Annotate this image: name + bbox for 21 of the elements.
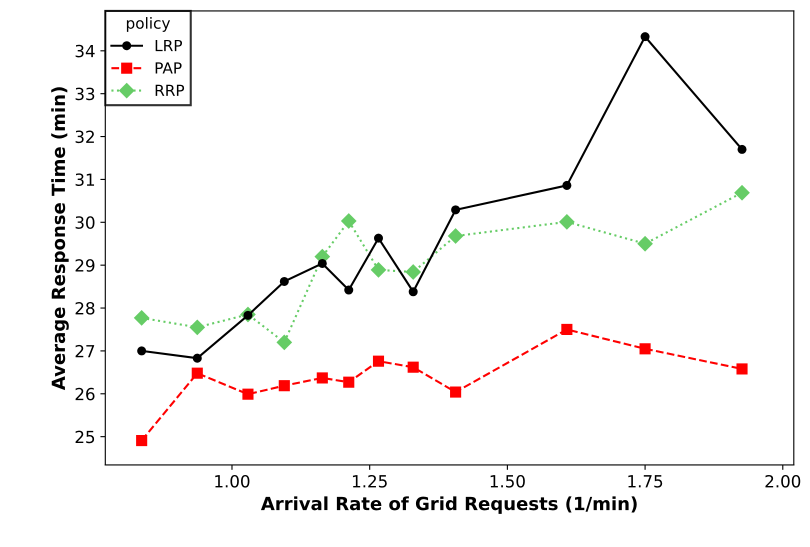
- y-tick-label: 33: [76, 88, 94, 100]
- y-tick-label: 26: [76, 388, 95, 400]
- y-axis-title: Average Response Time (min): [51, 87, 69, 390]
- x-tick-label: 1.25: [352, 474, 387, 488]
- y-tick-label: 25: [76, 430, 94, 444]
- y-tick-label: 34: [76, 44, 95, 58]
- y-tick-label: 31: [76, 173, 94, 186]
- y-tick-label: 27: [76, 344, 94, 358]
- x-tick-label: 1.00: [215, 474, 250, 488]
- y-tick-label: 30: [76, 216, 94, 229]
- y-tick-label: 29: [76, 259, 94, 272]
- legend-title: policy: [126, 17, 170, 32]
- x-tick-label: 2.00: [765, 474, 800, 488]
- y-tick-label: 32: [76, 130, 94, 144]
- legend-label: PAP: [156, 62, 182, 74]
- legend-label: LRP: [156, 40, 182, 52]
- x-tick-label: 1.50: [490, 474, 525, 488]
- legend-label: RRP: [156, 84, 184, 96]
- x-tick-label: 1.75: [628, 475, 662, 488]
- y-tick-label: 28: [76, 302, 94, 315]
- x-axis-title: Arrival Rate of Grid Requests (1/min): [260, 496, 637, 514]
